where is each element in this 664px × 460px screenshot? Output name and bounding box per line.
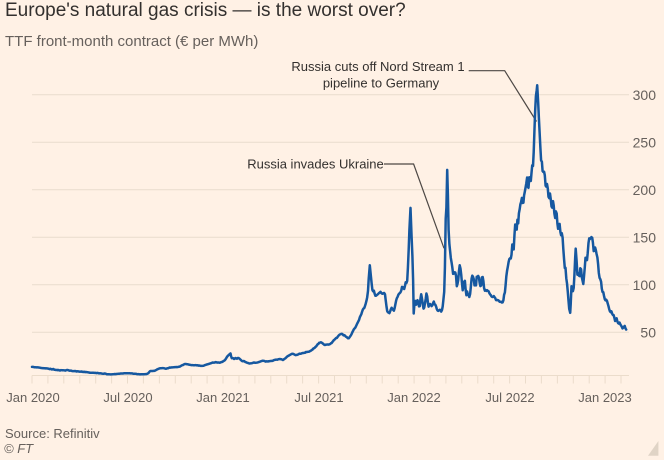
- svg-text:200: 200: [633, 182, 657, 198]
- svg-text:250: 250: [633, 134, 657, 150]
- svg-text:Jan 2022: Jan 2022: [387, 390, 441, 405]
- svg-text:Jul 2020: Jul 2020: [103, 390, 152, 405]
- svg-text:Jan 2023: Jan 2023: [578, 390, 632, 405]
- svg-text:Jul 2021: Jul 2021: [294, 390, 343, 405]
- svg-text:150: 150: [633, 229, 657, 245]
- svg-text:300: 300: [633, 87, 657, 103]
- svg-text:100: 100: [633, 277, 657, 293]
- svg-text:Jul 2022: Jul 2022: [485, 390, 534, 405]
- svg-text:Jan 2021: Jan 2021: [196, 390, 250, 405]
- svg-text:pipeline to Germany: pipeline to Germany: [323, 76, 440, 91]
- svg-text:Russia invades Ukraine: Russia invades Ukraine: [247, 157, 384, 172]
- svg-text:Russia cuts off Nord Stream 1: Russia cuts off Nord Stream 1: [291, 59, 464, 74]
- svg-text:50: 50: [640, 324, 656, 340]
- svg-text:Jan 2020: Jan 2020: [6, 390, 60, 405]
